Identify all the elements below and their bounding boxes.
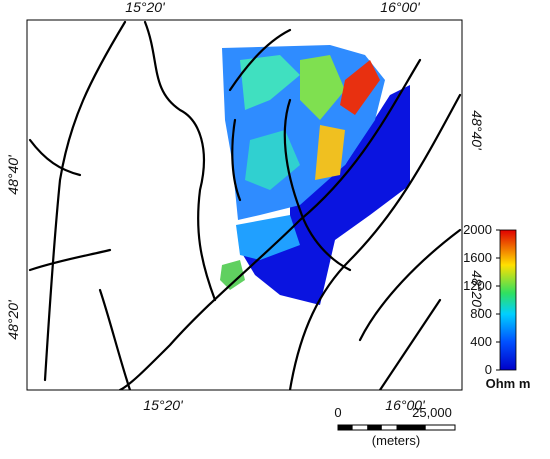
latitude-label: 48°40' bbox=[5, 154, 21, 195]
longitude-label: 15°20' bbox=[125, 0, 166, 15]
fault bbox=[283, 98, 352, 272]
fault bbox=[378, 298, 442, 390]
fault-lines bbox=[28, 20, 462, 390]
fault bbox=[28, 138, 82, 177]
zone-patch bbox=[220, 260, 245, 290]
fault bbox=[228, 28, 292, 92]
latitude-label: 48°40' bbox=[469, 110, 485, 151]
colorbar-tick-label: 800 bbox=[470, 306, 492, 321]
zone-green bbox=[240, 55, 300, 110]
zone-light-blue bbox=[236, 215, 300, 260]
fault bbox=[118, 58, 422, 390]
zone-red bbox=[340, 60, 380, 115]
scale-bar-segment bbox=[367, 425, 382, 430]
zone-yellow bbox=[315, 125, 345, 180]
colorbar-tick-label: 1200 bbox=[463, 278, 492, 293]
longitude-label: 15°20' bbox=[143, 397, 184, 413]
scale-bar-segment bbox=[338, 425, 353, 430]
fault bbox=[143, 20, 217, 302]
scale-bar-segment bbox=[396, 425, 426, 430]
fault bbox=[288, 93, 462, 390]
fault bbox=[43, 20, 127, 382]
fault bbox=[98, 288, 132, 390]
colorbar-title: Ohm m bbox=[486, 376, 531, 391]
latitude-label: 48°20' bbox=[5, 299, 21, 340]
resistivity-map bbox=[220, 45, 410, 305]
colorbar-tick-label: 1600 bbox=[463, 250, 492, 265]
latitude-label: 48°20' bbox=[469, 270, 485, 311]
zone-green bbox=[300, 55, 345, 120]
colorbar-tick-label: 2000 bbox=[463, 222, 492, 237]
scale-label: 0 bbox=[334, 405, 341, 420]
colorbar bbox=[499, 229, 517, 371]
scale-label: 25,000 bbox=[412, 405, 452, 420]
fault bbox=[358, 228, 462, 342]
colorbar-tick-label: 0 bbox=[485, 362, 492, 377]
scale-unit: (meters) bbox=[372, 433, 420, 448]
colorbar-tick-label: 400 bbox=[470, 334, 492, 349]
longitude-label: 16°00' bbox=[385, 397, 426, 413]
fault bbox=[231, 118, 242, 202]
zone-cyan bbox=[245, 130, 300, 190]
fault bbox=[28, 248, 112, 272]
longitude-label: 16°00' bbox=[380, 0, 421, 15]
scale-bar bbox=[337, 424, 456, 431]
